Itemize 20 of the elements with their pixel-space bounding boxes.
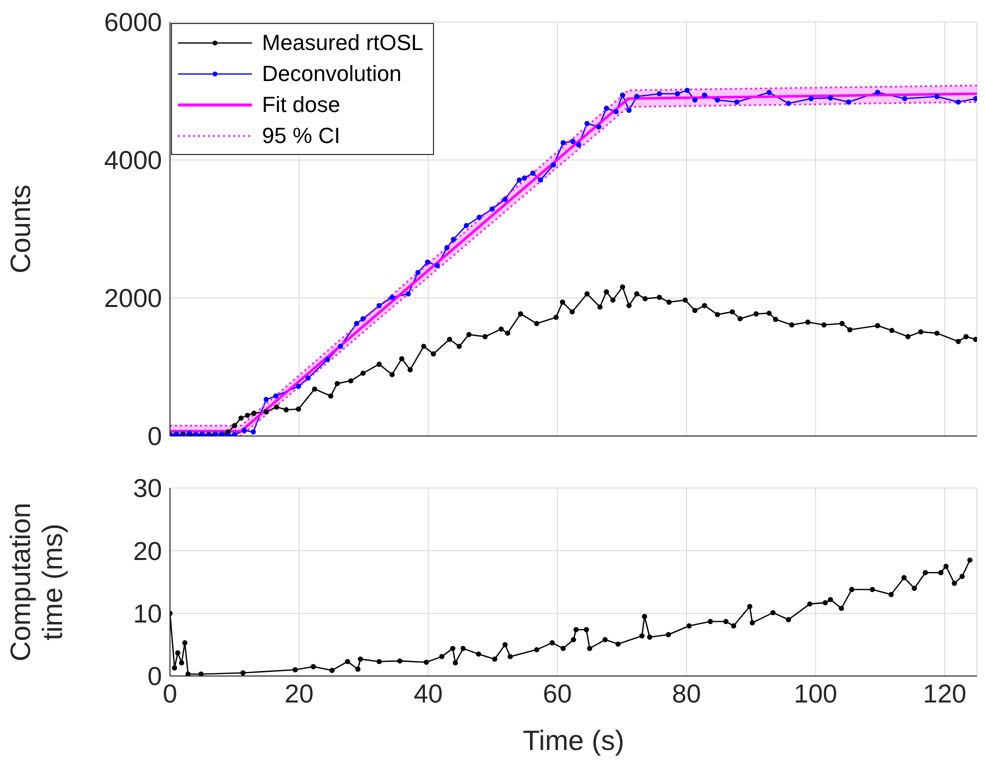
- legend-label: Measured rtOSL: [262, 30, 424, 56]
- y-axis-title: Computation time (ms): [5, 502, 68, 662]
- y-axis-title: Counts: [5, 184, 36, 274]
- y-tick-label: 2000: [104, 283, 162, 314]
- y-tick-label: 4000: [104, 145, 162, 176]
- x-tick-label: 60: [542, 678, 572, 708]
- legend-label: 95 % CI: [262, 122, 340, 148]
- y-tick-label: 6000: [104, 7, 162, 38]
- x-tick-label: 20: [284, 678, 314, 708]
- y-tick-label: 0: [148, 421, 162, 452]
- legend-label: Deconvolution: [262, 60, 402, 86]
- x-tick-label: 120: [923, 678, 966, 708]
- y-tick-label: 10: [133, 598, 162, 629]
- y-tick-label: 30: [133, 473, 162, 504]
- x-tick-label: 100: [794, 678, 838, 708]
- x-axis-title: Time (s): [522, 725, 624, 756]
- legend-label: Fit dose: [262, 92, 340, 118]
- x-tick-label: 40: [414, 678, 443, 708]
- y-tick-label: 20: [133, 536, 162, 566]
- x-tick-label: 80: [672, 678, 701, 708]
